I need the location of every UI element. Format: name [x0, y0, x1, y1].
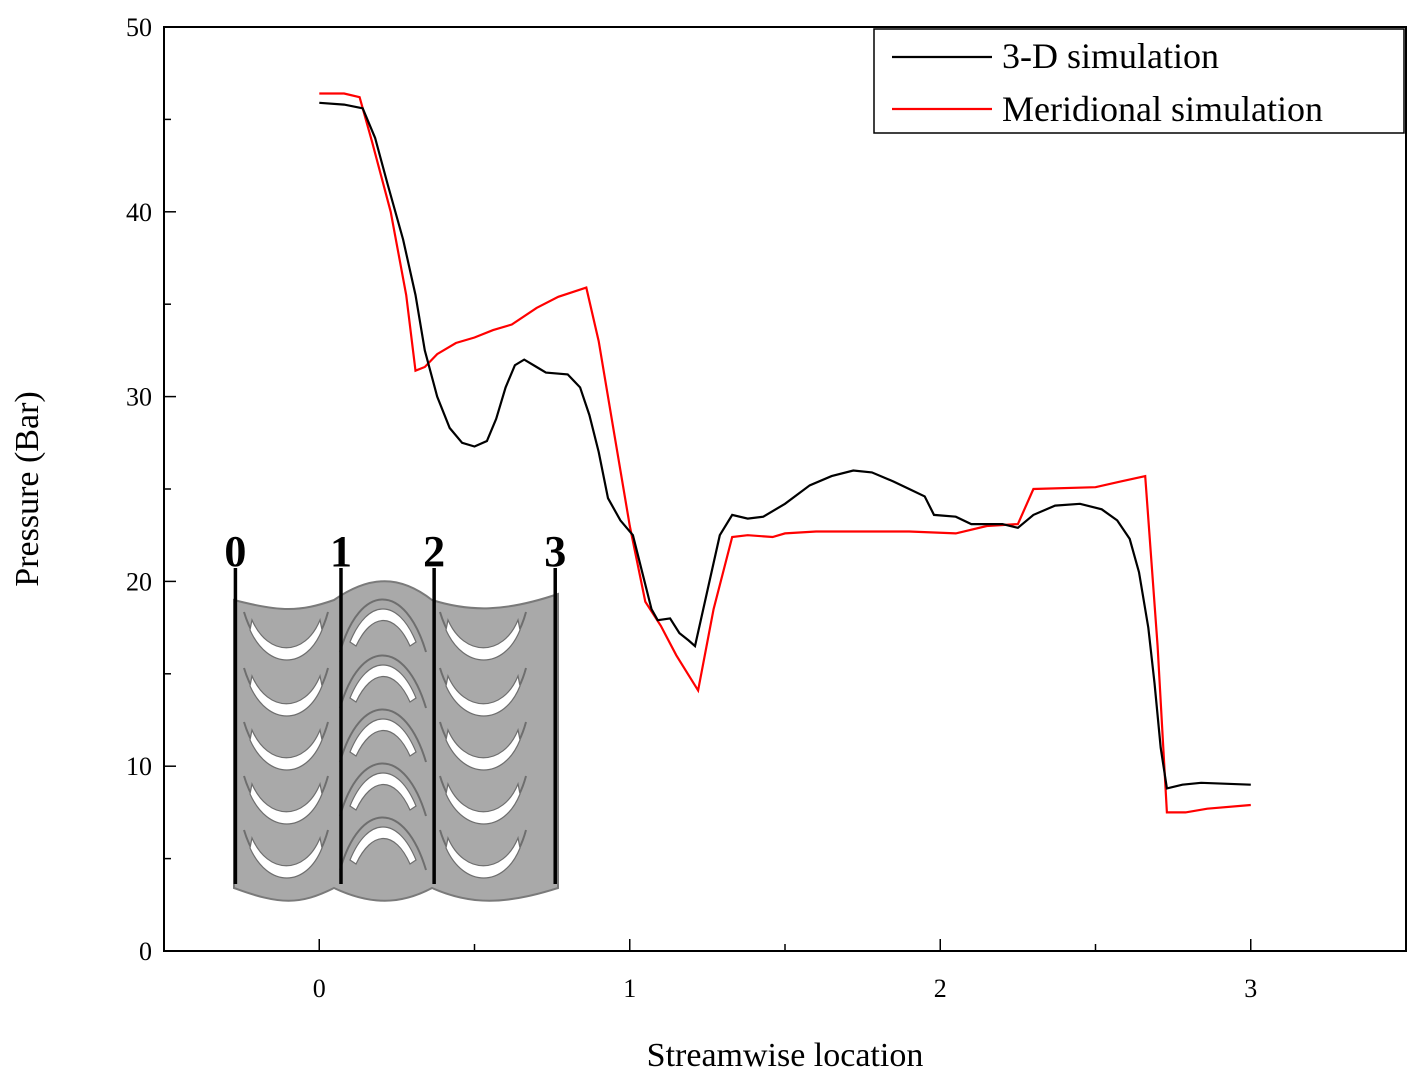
- blade-passage: [249, 727, 323, 771]
- y-axis-title: Pressure (Bar): [9, 391, 46, 586]
- y-tick-label: 0: [139, 937, 152, 966]
- series-line-meridional-simulation: [319, 92, 1251, 814]
- blade-outline: [339, 762, 427, 817]
- blade-outline: [339, 654, 427, 709]
- y-axis-ticks: 0 10 20 30 40 50: [126, 13, 176, 966]
- inset-stations: 0 1 2 3: [224, 527, 566, 884]
- inset-blades: [243, 598, 527, 879]
- blade-passage: [349, 772, 417, 811]
- x-axis-title: Streamwise location: [647, 1037, 924, 1074]
- y-tick-label: 10: [126, 752, 152, 781]
- station-label: 1: [330, 527, 352, 576]
- blade-passage: [249, 617, 323, 661]
- blade-outline: [339, 816, 427, 871]
- blade-passage: [445, 617, 521, 661]
- x-tick-label: 2: [934, 974, 947, 1003]
- y-tick-label: 30: [126, 383, 152, 412]
- y-tick-label: 50: [126, 13, 152, 42]
- blade-passage: [349, 608, 417, 647]
- blade-passage: [249, 673, 323, 717]
- blade-outline: [339, 598, 427, 653]
- blade-passage: [349, 664, 417, 703]
- x-tick-label: 1: [623, 974, 636, 1003]
- blade-passage: [445, 727, 521, 771]
- blade-passage: [349, 718, 417, 757]
- legend: 3-D simulation Meridional simulation: [873, 28, 1405, 134]
- blade-passage: [445, 673, 521, 717]
- legend-label-meridional-simulation: Meridional simulation: [1002, 89, 1323, 129]
- y-tick-label: 20: [126, 567, 152, 596]
- blade-passage: [249, 835, 323, 879]
- blade-passage: [349, 826, 417, 865]
- blade-passage: [445, 835, 521, 879]
- x-tick-label: 3: [1244, 974, 1257, 1003]
- blade-passage: [445, 781, 521, 825]
- blade-outline: [339, 708, 427, 763]
- blade-passage-inset: 0 1 2 3: [224, 527, 566, 902]
- blade-passage: [249, 781, 323, 825]
- x-axis-ticks: 0 1 2 3: [313, 939, 1257, 1003]
- legend-label-3d-simulation: 3-D simulation: [1002, 36, 1219, 76]
- station-label: 3: [544, 527, 566, 576]
- series-line-3d-simulation: [319, 101, 1251, 790]
- station-label: 0: [224, 527, 246, 576]
- legend-box: [873, 28, 1405, 134]
- station-label: 2: [423, 527, 445, 576]
- y-tick-label: 40: [126, 198, 152, 227]
- x-tick-label: 0: [313, 974, 326, 1003]
